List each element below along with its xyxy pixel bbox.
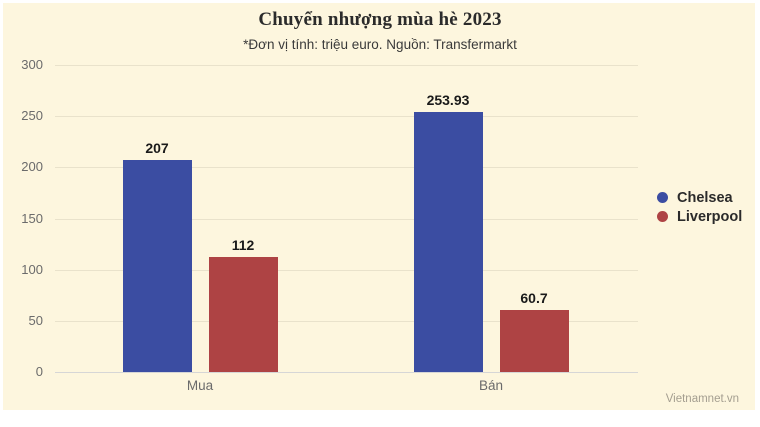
source-watermark: Vietnamnet.vn <box>665 393 739 405</box>
y-tick-label: 0 <box>35 364 43 379</box>
chart-subtitle: *Đơn vị tính: triệu euro. Nguồn: Transfe… <box>243 37 517 52</box>
x-axis-line <box>55 372 638 373</box>
bar-value-label: 253.93 <box>426 92 470 109</box>
liverpool-dot-icon <box>657 211 668 222</box>
gridline <box>55 65 638 66</box>
y-tick-label: 50 <box>28 312 43 328</box>
y-tick-label: 150 <box>21 210 43 226</box>
bar-liverpool-mua <box>208 257 278 372</box>
y-tick-label: 100 <box>21 261 43 277</box>
bar-value-label: 60.7 <box>520 289 548 306</box>
legend: Chelsea Liverpool <box>657 189 742 227</box>
gridline <box>55 320 638 322</box>
y-tick-label: 200 <box>21 159 43 175</box>
bar-value-label: 207 <box>145 140 169 157</box>
gridline <box>55 218 638 220</box>
legend-label: Chelsea <box>677 189 733 206</box>
x-category-label: Mua <box>186 378 214 393</box>
y-tick-label: 250 <box>21 108 43 124</box>
gridline <box>55 116 638 118</box>
bar-liverpool-bán <box>499 309 569 372</box>
chelsea-dot-icon <box>657 192 668 203</box>
legend-item-liverpool: Liverpool <box>657 208 742 225</box>
bar-chelsea-bán <box>413 112 483 372</box>
y-tick-label: 300 <box>21 57 43 72</box>
legend-label: Liverpool <box>677 208 743 225</box>
x-category-label: Bán <box>478 378 504 393</box>
bar-chelsea-mua <box>122 160 192 372</box>
gridline <box>55 167 638 169</box>
legend-item-chelsea: Chelsea <box>657 189 742 206</box>
bar-value-label: 112 <box>231 237 255 254</box>
chart-title: Chuyển nhượng mùa hè 2023 <box>258 9 502 30</box>
gridline <box>55 269 638 271</box>
